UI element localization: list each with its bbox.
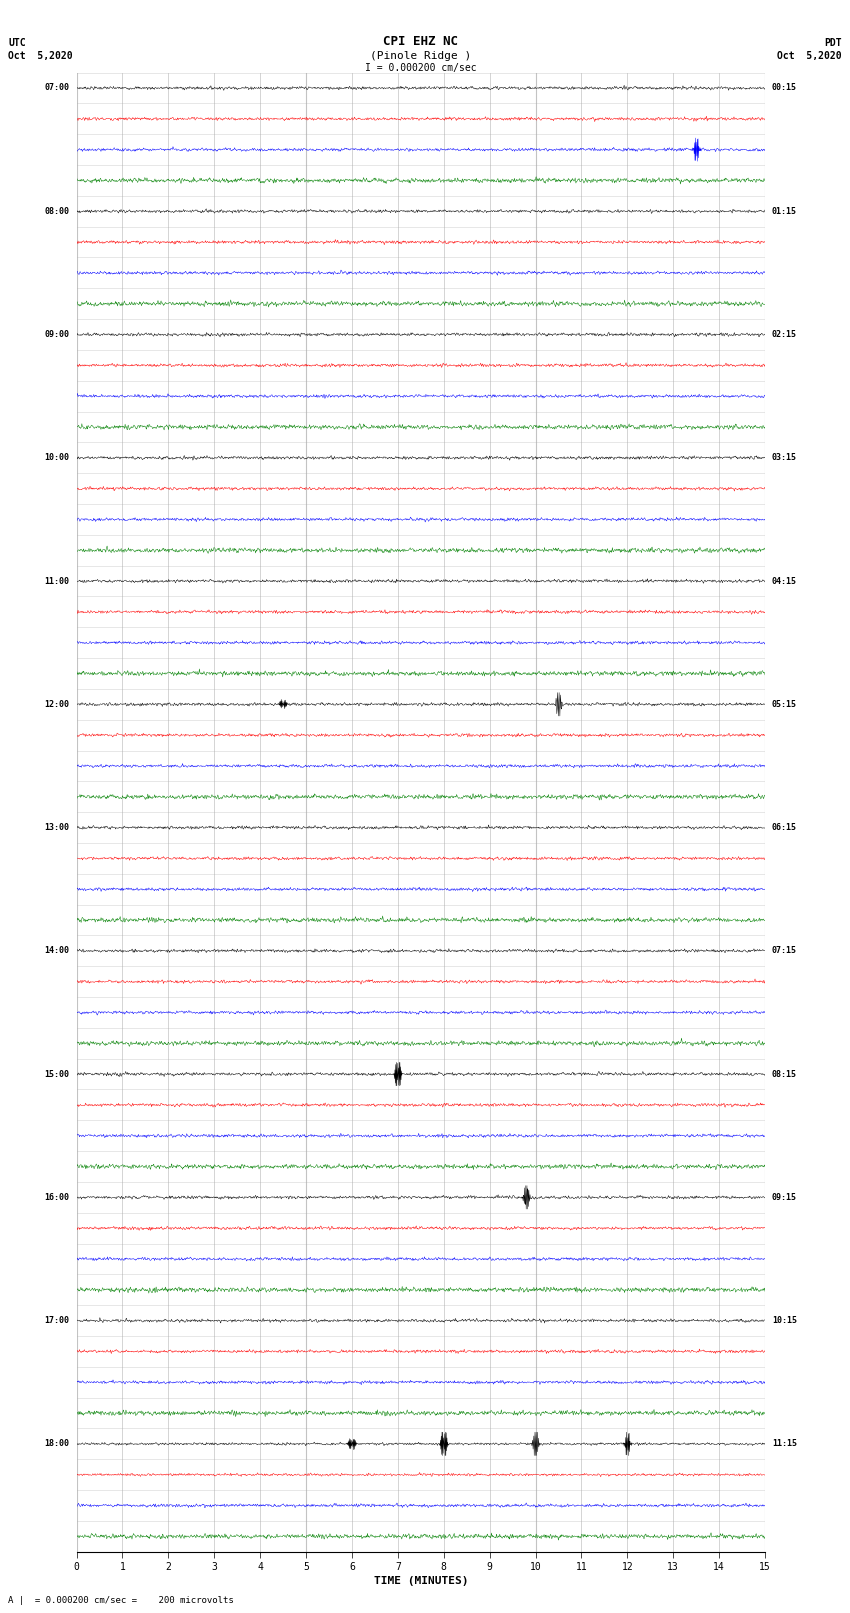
Text: Oct  5,2020: Oct 5,2020 (777, 52, 842, 61)
Text: 08:15: 08:15 (772, 1069, 797, 1079)
Text: 01:15: 01:15 (772, 206, 797, 216)
X-axis label: TIME (MINUTES): TIME (MINUTES) (373, 1576, 468, 1586)
Text: 04:15: 04:15 (772, 576, 797, 586)
Text: PDT: PDT (824, 39, 842, 48)
Text: 10:00: 10:00 (44, 453, 70, 463)
Text: (Pinole Ridge ): (Pinole Ridge ) (370, 52, 472, 61)
Text: 05:15: 05:15 (772, 700, 797, 708)
Text: A |  = 0.000200 cm/sec =    200 microvolts: A | = 0.000200 cm/sec = 200 microvolts (8, 1595, 235, 1605)
Text: 08:00: 08:00 (44, 206, 70, 216)
Text: 02:15: 02:15 (772, 331, 797, 339)
Text: 00:15: 00:15 (772, 84, 797, 92)
Text: 15:00: 15:00 (44, 1069, 70, 1079)
Text: 14:00: 14:00 (44, 947, 70, 955)
Text: 16:00: 16:00 (44, 1194, 70, 1202)
Text: UTC: UTC (8, 39, 26, 48)
Text: 03:15: 03:15 (772, 453, 797, 463)
Text: 13:00: 13:00 (44, 823, 70, 832)
Text: 06:15: 06:15 (772, 823, 797, 832)
Text: 10:15: 10:15 (772, 1316, 797, 1326)
Text: 18:00: 18:00 (44, 1439, 70, 1448)
Text: 09:00: 09:00 (44, 331, 70, 339)
Text: CPI EHZ NC: CPI EHZ NC (383, 35, 458, 48)
Text: 11:15: 11:15 (772, 1439, 797, 1448)
Text: Oct  5,2020: Oct 5,2020 (8, 52, 73, 61)
Text: 17:00: 17:00 (44, 1316, 70, 1326)
Text: I = 0.000200 cm/sec: I = 0.000200 cm/sec (365, 63, 477, 73)
Text: 07:00: 07:00 (44, 84, 70, 92)
Text: 12:00: 12:00 (44, 700, 70, 708)
Text: 09:15: 09:15 (772, 1194, 797, 1202)
Text: 07:15: 07:15 (772, 947, 797, 955)
Text: 11:00: 11:00 (44, 576, 70, 586)
